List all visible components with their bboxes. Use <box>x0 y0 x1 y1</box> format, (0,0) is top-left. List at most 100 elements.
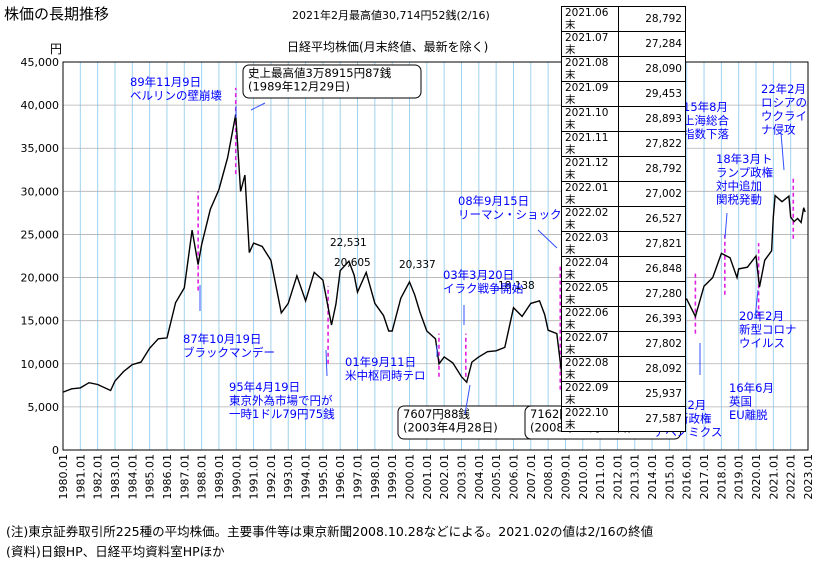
x-tick-label: 1983.01 <box>109 454 122 500</box>
table-row: 2022.07末 27,802 <box>561 331 686 357</box>
x-tick-label: 1985.01 <box>144 454 157 500</box>
x-tick-label: 1996.01 <box>334 454 347 500</box>
x-tick-label: 1989.01 <box>213 454 226 500</box>
footnotes: (注)東京証券取引所225種の平均株価。主要事件等は東京新聞2008.10.28… <box>6 522 653 562</box>
month-cell: 2022.08末 <box>561 356 619 382</box>
annotation-text: リーマン・ショック <box>458 208 562 222</box>
annotation-text: 89年11月9日 <box>130 75 201 89</box>
x-tick-label: 2004.01 <box>473 454 486 500</box>
x-tick-label: 1990.01 <box>230 454 243 500</box>
annotation-text: 米中枢同時テロ <box>345 369 426 383</box>
month-cell: 2021.07末 <box>561 31 619 57</box>
table-row: 2022.06末 26,393 <box>561 306 686 332</box>
annotation-text: 95年4月19日 <box>229 380 300 394</box>
annotation-text: 東京外為市場で円が <box>229 394 333 408</box>
month-cell: 2021.12末 <box>561 156 619 182</box>
table-row: 2021.12末 28,792 <box>561 156 686 182</box>
x-tick-label: 1999.01 <box>386 454 399 500</box>
annotation-text: 22年2月 <box>761 82 806 96</box>
annotation-text: 15年8月 <box>683 100 728 114</box>
annotation-text: 08年9月15日 <box>458 194 529 208</box>
month-cell: 2022.07末 <box>561 331 619 357</box>
x-tick-label: 1998.01 <box>369 454 382 500</box>
data-value-label: 22,531 <box>330 237 367 249</box>
value-cell: 27,802 <box>618 331 686 357</box>
x-tick-label: 1981.01 <box>74 454 87 500</box>
month-cell: 2021.10末 <box>561 106 619 132</box>
table-row: 2022.10末 27,587 <box>561 406 686 432</box>
plot-area-frame <box>62 61 809 451</box>
x-tick-label: 1993.01 <box>282 454 295 500</box>
value-cell: 27,587 <box>618 406 686 432</box>
annotation-text: 7607円88銭 <box>403 407 470 421</box>
x-tick-label: 2006.01 <box>507 454 520 500</box>
x-tick-label: 2017.01 <box>698 454 711 500</box>
annotation-text: ランプ政権 <box>716 166 774 180</box>
annotation: 7607円88銭(2003年4月28日) <box>397 405 543 440</box>
annotation-text: ウイルス <box>739 336 785 350</box>
annotation-text: 03年3月20日 <box>443 268 514 282</box>
annotation-text: 指数下落 <box>683 127 729 141</box>
table-row: 2022.02末 26,527 <box>561 206 686 232</box>
x-tick-label: 2010.01 <box>577 454 590 500</box>
annotation-pointer <box>780 132 785 171</box>
value-cell: 28,792 <box>618 6 686 32</box>
annotation-pointer <box>537 229 558 249</box>
x-tick-label: 1980.01 <box>57 454 70 500</box>
month-cell: 2022.05末 <box>561 281 619 307</box>
x-tick-label: 1986.01 <box>161 454 174 500</box>
month-cell: 2022.01末 <box>561 181 619 207</box>
annotation-text: 対中追加 <box>716 179 762 193</box>
record-high-note: 2021年2月最高値30,714円52銭(2/16) <box>292 9 490 22</box>
annotation-box <box>242 64 422 99</box>
x-tick-label: 2019.01 <box>733 454 746 500</box>
x-tick-label: 2008.01 <box>542 454 555 500</box>
x-tick-label: 1987.01 <box>178 454 191 500</box>
table-row: 2021.06末 28,792 <box>561 6 686 32</box>
month-cell: 2022.09末 <box>561 381 619 407</box>
month-cell: 2022.02末 <box>561 206 619 232</box>
x-tick-label: 2011.01 <box>594 454 607 500</box>
annotation-pointer <box>754 289 759 319</box>
month-cell: 2021.08末 <box>561 56 619 82</box>
table-row: 2022.03末 27,821 <box>561 231 686 257</box>
x-tick-label: 2015.01 <box>663 454 676 500</box>
footnote-line: (資料)日銀HP、日経平均資料室HPほか <box>6 544 225 559</box>
value-cell: 26,848 <box>618 256 686 282</box>
annotation-text: 史上最高値3万8915円87銭 <box>248 66 392 80</box>
annotation-text: 新型コロナ <box>739 323 797 337</box>
value-cell: 27,822 <box>618 131 686 157</box>
page-title: 株価の長期推移 <box>4 5 110 23</box>
x-tick-label: 2003.01 <box>455 454 468 500</box>
x-tick-label: 2014.01 <box>646 454 659 500</box>
value-cell: 28,893 <box>618 106 686 132</box>
y-tick-label: 25,000 <box>21 228 60 241</box>
month-cell: 2021.09末 <box>561 81 619 107</box>
value-cell: 28,090 <box>618 56 686 82</box>
x-tick-label: 1991.01 <box>248 454 261 500</box>
table-row: 2021.11末 27,822 <box>561 131 686 157</box>
y-tick-label: 20,000 <box>21 272 60 285</box>
annotation-pointer <box>325 349 328 377</box>
y-tick-label: 30,000 <box>21 185 60 198</box>
annotation-text: ベルリンの壁崩壊 <box>130 89 222 103</box>
annotation-text: ロシアの <box>761 96 807 110</box>
annotation-text: 上海総合 <box>683 114 729 128</box>
data-value-label: 20,337 <box>399 259 436 271</box>
value-cell: 29,453 <box>618 81 686 107</box>
chart-title: 日経平均株価(月末終値、最新を除く) <box>287 40 489 54</box>
table-row: 2022.09末 25,937 <box>561 381 686 407</box>
y-tick-label: 35,000 <box>21 142 60 155</box>
x-tick-label: 2020.01 <box>750 454 763 500</box>
annotation-text: ナ侵攻 <box>761 123 796 137</box>
annotation-pointer <box>464 384 471 415</box>
value-cell: 26,527 <box>618 206 686 232</box>
x-tick-label: 2007.01 <box>525 454 538 500</box>
month-cell: 2022.06末 <box>561 306 619 332</box>
month-cell: 2022.10末 <box>561 406 619 432</box>
